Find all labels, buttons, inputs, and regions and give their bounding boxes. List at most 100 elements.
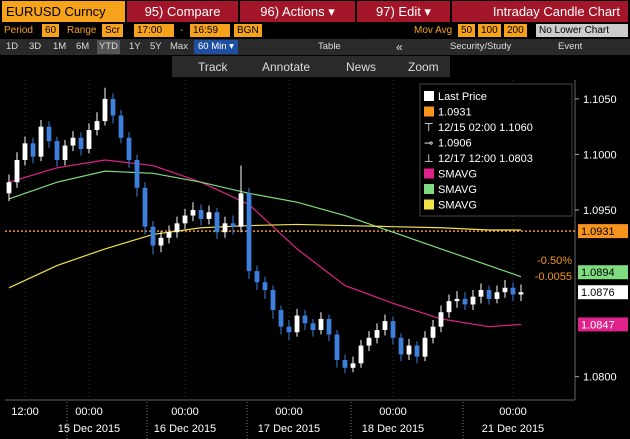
chart-toolbar	[172, 56, 450, 77]
range-label: Range	[67, 25, 97, 36]
mov-avg-input[interactable]: 50	[458, 24, 476, 37]
news-tool[interactable]: News	[346, 60, 377, 74]
candle-body	[334, 334, 340, 360]
candle-body	[198, 210, 204, 219]
mov-avg-input[interactable]: 100	[478, 24, 501, 37]
legend-label: 12/15 02:00 1.1060	[438, 122, 533, 134]
security[interactable]: EURUSD Curncy	[2, 1, 125, 22]
price-badge	[578, 317, 628, 332]
period-bar	[0, 39, 630, 55]
track-tool[interactable]: Track	[198, 60, 228, 74]
x-tick-label: 00:00	[275, 406, 303, 418]
period-input[interactable]: 60	[42, 24, 60, 37]
moving-average-line	[8, 159, 522, 328]
candle-body	[470, 296, 476, 305]
end-input[interactable]: 16:59	[190, 24, 230, 37]
zoom-tool[interactable]: Zoom	[408, 60, 439, 74]
period-button[interactable]: YTD	[97, 40, 120, 54]
candle-body	[254, 271, 260, 283]
x-tick-date: 16 Dec 2015	[154, 423, 216, 435]
legend-box	[419, 83, 573, 217]
actions-tab[interactable]: 96) Actions ▾	[240, 1, 355, 22]
lower-chart-select[interactable]: No Lower Chart	[536, 24, 628, 37]
candle-body	[262, 282, 268, 290]
x-tick-date: 21 Dec 2015	[482, 423, 544, 435]
compare-tab[interactable]: 95) Compare	[127, 1, 238, 22]
security-study-button[interactable]: Security/Study	[450, 41, 512, 52]
candle-body	[222, 223, 228, 233]
start-input[interactable]: 17:00	[134, 24, 174, 37]
price-badge-label: 1.0931	[581, 226, 615, 238]
candle-body	[94, 121, 100, 130]
candle-body	[366, 337, 372, 346]
candle-body	[230, 223, 236, 227]
period-button[interactable]: 5Y	[150, 41, 162, 52]
candle-body	[286, 326, 292, 333]
y-tick-label: 1.1000	[583, 149, 617, 161]
period-label: Period	[4, 25, 33, 36]
y-tick-label: 1.1050	[583, 94, 617, 106]
legend-label: SMAVG	[438, 169, 477, 181]
candle-body	[166, 232, 172, 238]
candle-body	[190, 210, 196, 216]
period-button[interactable]: 1M	[53, 41, 67, 52]
period-button[interactable]: 1Y	[129, 41, 141, 52]
collapse-button[interactable]: «	[396, 40, 403, 54]
candle-body	[438, 312, 444, 327]
price-badge-label: 1.0894	[581, 267, 615, 279]
candle-body	[462, 298, 468, 305]
candle-body	[318, 318, 324, 330]
candle-body	[126, 137, 132, 160]
candle-body	[46, 126, 52, 142]
period-button[interactable]: Max	[170, 41, 188, 52]
x-tick-label: 12:00	[11, 406, 39, 418]
candle-body	[6, 182, 12, 194]
mov-avg-input[interactable]: 200	[504, 24, 527, 37]
edit-tab[interactable]: 97) Edit ▾	[357, 1, 450, 22]
candle-body	[502, 287, 508, 293]
legend-label: SMAVG	[438, 184, 477, 196]
annotate-tool[interactable]: Annotate	[262, 60, 311, 74]
legend-swatch	[424, 199, 434, 210]
candle-body	[182, 215, 188, 224]
candle-body	[102, 98, 108, 122]
period-button[interactable]: 1D	[6, 41, 19, 52]
legend-label: SMAVG	[438, 200, 477, 212]
period-button[interactable]: 6M	[76, 41, 90, 52]
x-tick-date: 18 Dec 2015	[362, 423, 424, 435]
chart: 1.0800 1.0950 1.1000 1.1050 12:00 00:00 15 Dec…	[0, 80, 630, 439]
candle-body	[54, 141, 60, 160]
legend-swatch	[424, 106, 434, 117]
legend-swatch	[424, 168, 434, 179]
candle-body	[62, 145, 68, 160]
legend-swatch	[424, 184, 434, 194]
candle-body	[326, 318, 332, 335]
legend-label: 1.0906	[438, 138, 472, 150]
interval-select[interactable]: 60 Min ▾	[194, 40, 238, 54]
x-tick-label: 00:00	[171, 406, 199, 418]
candle-body	[118, 115, 124, 138]
legend-marker: ⊸	[424, 138, 433, 150]
candle-body	[350, 363, 356, 368]
event-button[interactable]: Event	[558, 41, 583, 52]
x-axis-area	[0, 402, 630, 439]
candle-body	[374, 330, 380, 338]
candle-body	[38, 126, 44, 157]
range-dash: -	[180, 25, 184, 36]
x-tick-label: 00:00	[75, 406, 103, 418]
range-input[interactable]: Scr	[102, 24, 123, 37]
candle-body	[14, 160, 20, 183]
candle-body	[406, 345, 412, 355]
candle-body	[398, 337, 404, 355]
period-button[interactable]: 3D	[29, 41, 42, 52]
candle-body	[382, 321, 388, 330]
legend-marker: ⊤	[424, 122, 434, 134]
mode-input[interactable]: BGN	[234, 24, 262, 37]
price-badge-label: 1.0847	[581, 319, 615, 331]
table-button[interactable]: Table	[318, 41, 341, 52]
candle-body	[158, 237, 164, 246]
x-tick-date: 15 Dec 2015	[58, 423, 120, 435]
candle-body	[414, 345, 420, 357]
candle-body	[110, 98, 116, 116]
